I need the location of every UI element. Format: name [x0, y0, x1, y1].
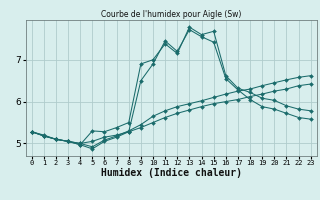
X-axis label: Humidex (Indice chaleur): Humidex (Indice chaleur) [101, 168, 242, 178]
Title: Courbe de l'humidex pour Aigle (Sw): Courbe de l'humidex pour Aigle (Sw) [101, 10, 241, 19]
